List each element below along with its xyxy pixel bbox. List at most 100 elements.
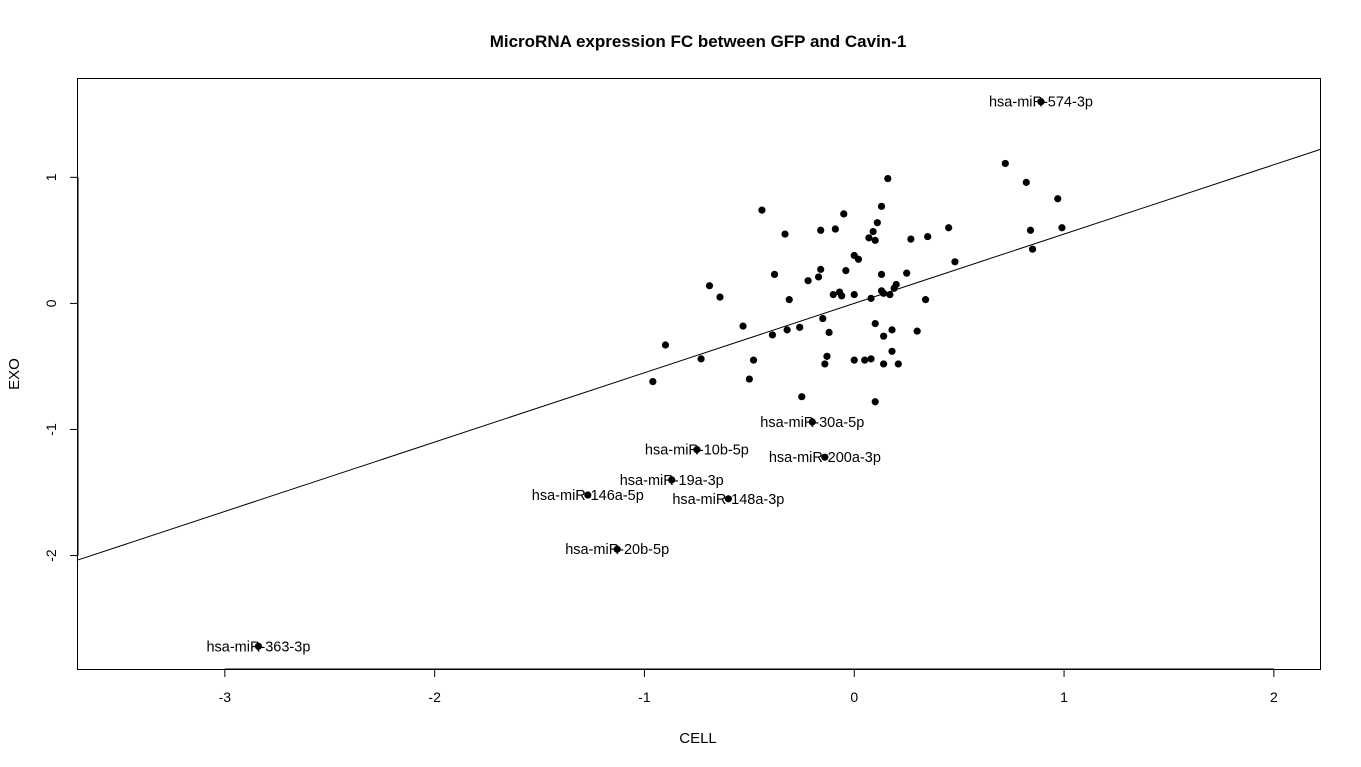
x-tick-label: 2 bbox=[1270, 689, 1278, 705]
data-point bbox=[880, 360, 888, 368]
data-point bbox=[716, 293, 724, 301]
labeled-data-point bbox=[808, 418, 816, 426]
data-point bbox=[867, 294, 875, 302]
chart-title: MicroRNA expression FC between GFP and C… bbox=[490, 32, 907, 51]
point-label: hsa-miR-146a-5p bbox=[532, 488, 644, 504]
data-point bbox=[785, 296, 793, 304]
data-point bbox=[867, 355, 875, 363]
data-point bbox=[842, 267, 850, 275]
data-point bbox=[865, 234, 873, 242]
data-point bbox=[649, 377, 657, 386]
data-point bbox=[880, 289, 888, 297]
data-point bbox=[749, 356, 758, 364]
data-point bbox=[804, 277, 812, 285]
point-label: hsa-miR-19a-3p bbox=[620, 473, 724, 489]
data-point bbox=[838, 292, 846, 300]
labeled-data-point bbox=[821, 453, 829, 461]
data-point bbox=[890, 284, 898, 292]
data-point bbox=[913, 327, 921, 335]
data-point bbox=[1058, 224, 1066, 232]
data-point bbox=[770, 270, 779, 279]
data-point bbox=[1026, 226, 1035, 234]
data-point bbox=[798, 393, 806, 401]
data-point bbox=[877, 270, 886, 279]
data-point bbox=[854, 255, 863, 263]
y-tick-label: -1 bbox=[43, 423, 59, 436]
point-label: hsa-miR-148a-3p bbox=[672, 492, 784, 508]
y-tick-label: -2 bbox=[43, 549, 59, 562]
x-axis: -3 -2 -1 0 1 2 bbox=[219, 668, 1278, 705]
labeled-data-point bbox=[584, 491, 592, 499]
data-point bbox=[758, 206, 766, 214]
point-label: hsa-miR-30a-5p bbox=[760, 415, 864, 431]
data-point bbox=[951, 258, 959, 266]
data-point bbox=[871, 236, 879, 244]
data-point bbox=[1028, 245, 1037, 253]
point-label: hsa-miR-574-3p bbox=[989, 95, 1093, 111]
regression-line bbox=[77, 148, 1321, 561]
y-tick-label: 0 bbox=[43, 299, 59, 307]
data-point bbox=[781, 230, 789, 238]
point-label: hsa-miR-363-3p bbox=[206, 639, 310, 655]
x-tick-label: -3 bbox=[219, 689, 232, 705]
data-points bbox=[254, 98, 1066, 650]
data-point bbox=[705, 282, 714, 290]
data-point bbox=[1022, 178, 1030, 186]
data-point bbox=[924, 232, 932, 241]
point-label: hsa-miR-10b-5p bbox=[645, 443, 749, 459]
data-point bbox=[821, 360, 829, 368]
data-point bbox=[869, 227, 877, 236]
data-point bbox=[850, 290, 858, 299]
data-point bbox=[739, 322, 747, 330]
data-point bbox=[907, 235, 915, 243]
y-axis: -2 -1 0 1 bbox=[43, 173, 79, 562]
data-point bbox=[817, 226, 825, 234]
data-point bbox=[903, 269, 911, 277]
y-tick-label: 1 bbox=[43, 173, 59, 181]
labeled-data-point bbox=[613, 545, 621, 553]
data-point bbox=[829, 290, 837, 299]
labeled-data-point bbox=[693, 446, 701, 454]
data-point bbox=[814, 273, 823, 281]
data-point bbox=[796, 323, 804, 331]
data-point bbox=[871, 398, 879, 406]
point-labels: hsa-miR-574-3p hsa-miR-30a-5p hsa-miR-10b-… bbox=[206, 95, 1093, 656]
labeled-data-point bbox=[1037, 98, 1045, 106]
data-point bbox=[817, 265, 825, 273]
data-point bbox=[886, 290, 894, 299]
data-point bbox=[884, 174, 892, 183]
data-point bbox=[1054, 195, 1062, 203]
x-tick-label: 0 bbox=[850, 689, 858, 705]
data-point bbox=[880, 332, 888, 340]
data-point bbox=[783, 326, 791, 334]
plot-frame bbox=[77, 78, 1321, 670]
x-tick-label: 1 bbox=[1060, 689, 1068, 705]
data-point bbox=[831, 225, 839, 233]
x-tick-label: -1 bbox=[638, 689, 651, 705]
point-label: hsa-miR-20b-5p bbox=[565, 542, 669, 558]
data-point bbox=[877, 202, 886, 210]
data-point bbox=[894, 360, 902, 368]
y-axis-label: EXO bbox=[6, 358, 23, 390]
data-point bbox=[873, 219, 881, 227]
data-point bbox=[888, 326, 896, 334]
data-point bbox=[745, 375, 753, 383]
data-point bbox=[1001, 159, 1009, 168]
data-point bbox=[861, 356, 869, 364]
data-point bbox=[921, 296, 930, 304]
data-point bbox=[697, 355, 705, 363]
data-point bbox=[768, 331, 777, 339]
data-point bbox=[888, 347, 896, 355]
data-point bbox=[661, 341, 670, 349]
labeled-data-point bbox=[668, 476, 676, 484]
point-label: hsa-miR-200a-3p bbox=[769, 450, 881, 466]
data-point bbox=[825, 328, 833, 336]
x-axis-label: CELL bbox=[679, 730, 717, 747]
data-point bbox=[823, 352, 831, 360]
labeled-data-point bbox=[254, 642, 263, 650]
data-point bbox=[850, 356, 858, 364]
data-point bbox=[871, 319, 879, 328]
labeled-data-point bbox=[724, 495, 732, 503]
data-point bbox=[819, 314, 827, 323]
